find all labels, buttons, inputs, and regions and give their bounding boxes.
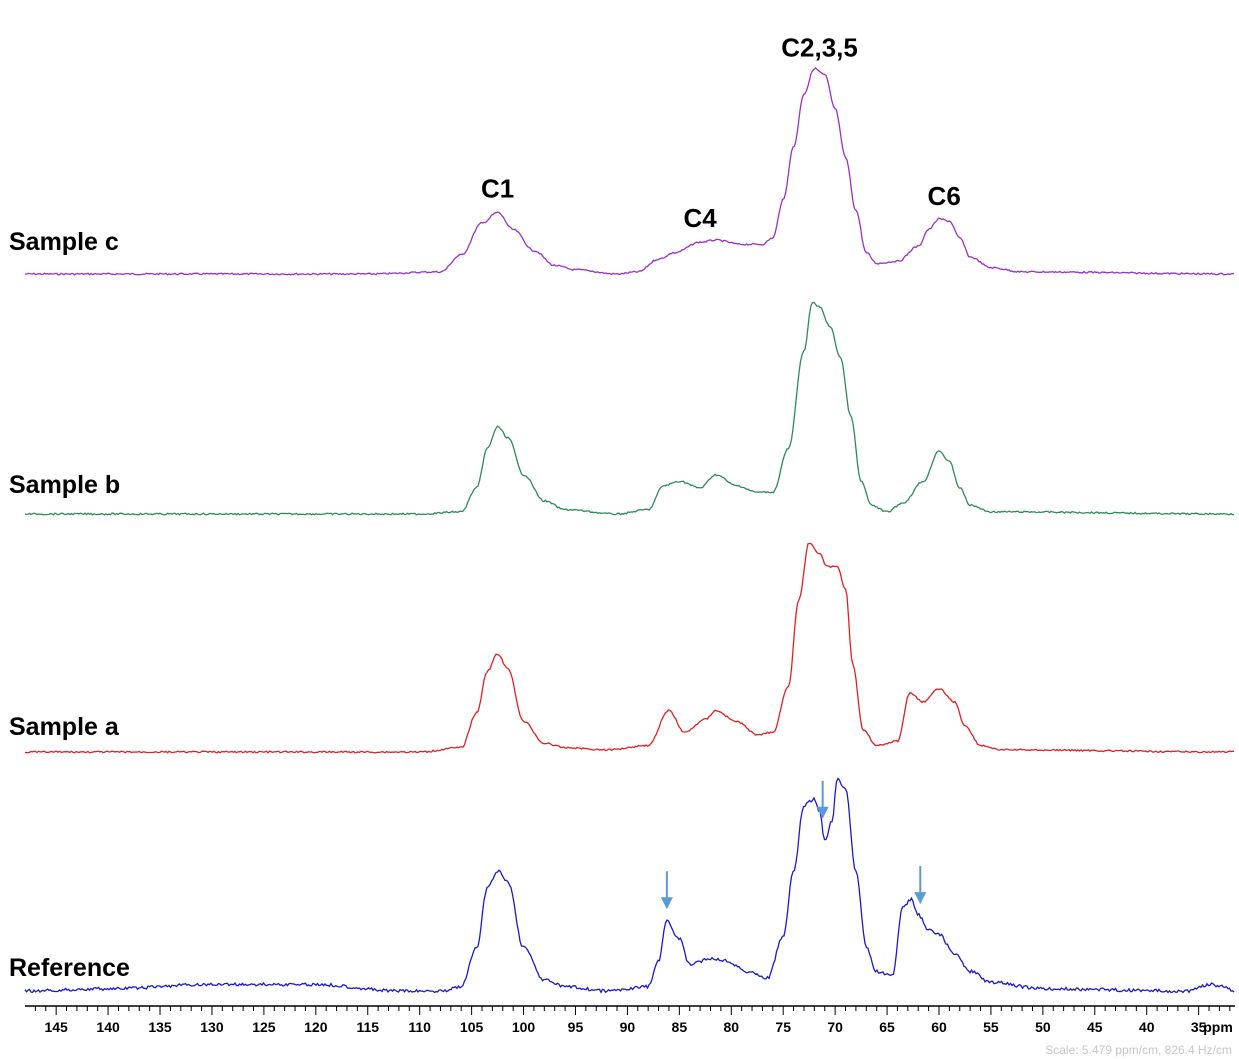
- tick-label: 55: [983, 1019, 999, 1035]
- spectrum-reference: [24, 777, 1235, 994]
- tick-group: 145 140 135 130 125 120 115 110 105 100 95 90 85 80 75…: [34, 1006, 1231, 1035]
- tick-label: 145: [44, 1019, 68, 1035]
- tick-label: 85: [672, 1019, 688, 1035]
- peak-label-c1: C1: [481, 174, 514, 204]
- tick-label: 100: [512, 1019, 536, 1035]
- series-label-group: Sample c Sample b Sample a Reference: [9, 228, 130, 982]
- tick-label: 105: [460, 1019, 484, 1035]
- peak-label-c4: C4: [683, 203, 717, 233]
- series-label-reference: Reference: [9, 954, 130, 982]
- tick-label: 125: [252, 1019, 276, 1035]
- spectrum-sample-b: [24, 301, 1235, 516]
- tick-label: 130: [200, 1019, 224, 1035]
- tick-label: 135: [148, 1019, 172, 1035]
- peak-label-c2-3-5: C2,3,5: [781, 33, 858, 63]
- tick-label: 50: [1035, 1019, 1051, 1035]
- annotation-arrow: [816, 780, 829, 819]
- tick-label: 60: [931, 1019, 947, 1035]
- tick-label: 115: [356, 1019, 379, 1035]
- scale-note: Scale: 5.479 ppm/cm, 826.4 Hz/cm: [1045, 1043, 1232, 1057]
- tick-label: 80: [723, 1019, 739, 1035]
- tick-label: 75: [775, 1019, 791, 1035]
- series-label-sample-c: Sample c: [9, 228, 119, 256]
- tick-label: 35: [1191, 1019, 1207, 1035]
- annotation-arrow: [660, 871, 673, 910]
- tick-label: 140: [96, 1019, 120, 1035]
- series-label-sample-a: Sample a: [9, 713, 120, 741]
- tick-label: 45: [1087, 1019, 1103, 1035]
- tick-label: 65: [879, 1019, 895, 1035]
- arrow-group: [660, 780, 927, 910]
- axis-unit-label: ppm: [1203, 1019, 1233, 1035]
- tick-label: 120: [304, 1019, 328, 1035]
- tick-label: 90: [620, 1019, 636, 1035]
- tick-label: 40: [1139, 1019, 1155, 1035]
- tick-label: 110: [408, 1019, 431, 1035]
- spectrum-sample-c: [24, 67, 1234, 276]
- peak-label-group: C1 C4 C2,3,5 C6: [481, 33, 961, 234]
- series-label-sample-b: Sample b: [9, 471, 120, 499]
- tick-label: 95: [568, 1019, 584, 1035]
- spectrum-sample-a: [24, 542, 1234, 754]
- spectra-group: [24, 67, 1235, 994]
- peak-label-c6: C6: [928, 181, 961, 211]
- annotation-arrow: [914, 866, 927, 905]
- tick-label: 70: [827, 1019, 843, 1035]
- ppm-axis: 145 140 135 130 125 120 115 110 105 100 95 90 85 80 75…: [25, 1005, 1235, 1035]
